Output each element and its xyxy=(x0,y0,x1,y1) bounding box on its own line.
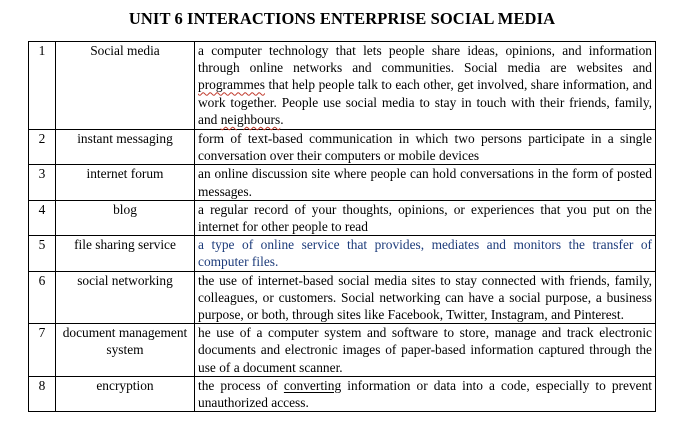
term-cell: Social media xyxy=(55,41,195,130)
definition-cell: the use of internet-based social media s… xyxy=(194,270,656,325)
row-number: 7 xyxy=(28,323,56,377)
table-row: 5 file sharing service a type of online … xyxy=(28,235,656,272)
spellcheck-word: neighbours xyxy=(220,111,281,127)
row-number: 6 xyxy=(28,270,56,325)
definition-cell: a computer technology that lets people s… xyxy=(194,41,656,130)
term-cell: social networking xyxy=(55,270,195,325)
term-cell: encryption xyxy=(55,375,195,413)
row-number: 4 xyxy=(28,199,56,237)
definition-cell: a regular record of your thoughts, opini… xyxy=(194,199,656,237)
definition-cell: a type of online service that provides, … xyxy=(194,235,656,272)
row-number: 5 xyxy=(28,235,56,272)
definition-cell: he use of a computer system and software… xyxy=(194,323,656,377)
table-row: 6 social networking the use of internet-… xyxy=(28,270,656,325)
table-row: 3 internet forum an online discussion si… xyxy=(28,164,656,201)
term-cell: document management system xyxy=(55,323,195,377)
row-number: 2 xyxy=(28,128,56,166)
table-row: 4 blog a regular record of your thoughts… xyxy=(28,199,656,237)
definition-cell: an online discussion site where people c… xyxy=(194,164,656,201)
definition-cell: the process of converting information or… xyxy=(194,375,656,413)
spellcheck-word: programmes xyxy=(198,77,265,93)
table-row: 1 Social media a computer technology tha… xyxy=(28,41,656,130)
row-number: 3 xyxy=(28,164,56,201)
term-cell: internet forum xyxy=(55,164,195,201)
table-row: 2 instant messaging form of text-based c… xyxy=(28,128,656,166)
row-number: 1 xyxy=(28,41,56,130)
table-row: 8 encryption the process of converting i… xyxy=(28,375,656,413)
page-title: UNIT 6 INTERACTIONS ENTERPRISE SOCIAL ME… xyxy=(128,9,556,28)
term-cell: instant messaging xyxy=(55,128,195,166)
underlined-word: converting xyxy=(283,377,342,393)
glossary-table: 1 Social media a computer technology tha… xyxy=(28,41,656,413)
definition-cell: form of text-based communication in whic… xyxy=(194,128,656,166)
term-cell: blog xyxy=(55,199,195,237)
row-number: 8 xyxy=(28,375,56,413)
table-row: 7 document management system he use of a… xyxy=(28,323,656,377)
term-cell: file sharing service xyxy=(55,235,195,272)
